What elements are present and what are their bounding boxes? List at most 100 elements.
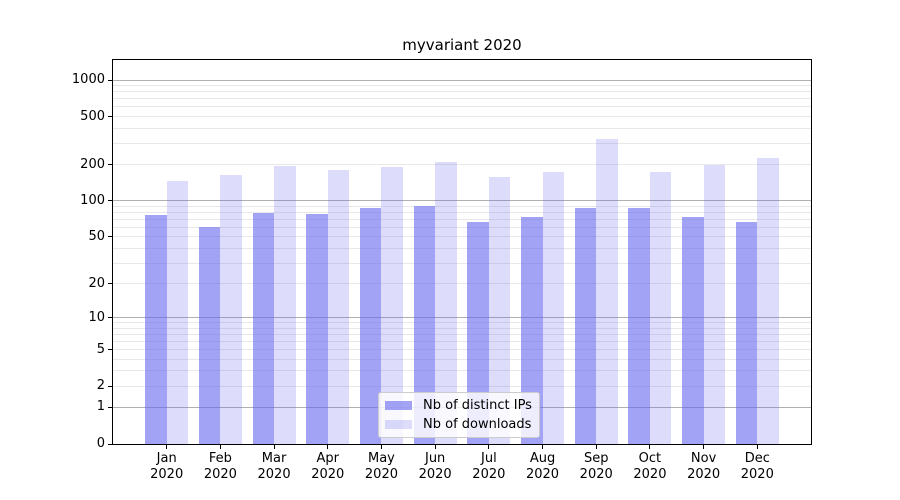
gridline-minor bbox=[113, 327, 811, 329]
bar-sep-downloads bbox=[596, 138, 618, 444]
bar-sep-distinct-ips bbox=[574, 208, 597, 444]
x-tick-mark bbox=[649, 445, 651, 449]
x-tick-label: Nov 2020 bbox=[672, 451, 736, 483]
bar-nov-downloads bbox=[703, 165, 726, 444]
x-tick-month: Aug bbox=[529, 451, 556, 466]
bar-may-distinct-ips bbox=[359, 207, 382, 444]
bar-feb-distinct-ips bbox=[198, 227, 221, 444]
y-tick-mark bbox=[108, 200, 113, 202]
x-tick-month: May bbox=[368, 451, 395, 466]
y-tick-mark bbox=[108, 116, 113, 118]
x-tick-label: Jun 2020 bbox=[403, 451, 467, 483]
gridline-minor bbox=[113, 385, 811, 387]
x-tick-mark bbox=[219, 445, 221, 449]
legend-swatch-distinct-ips bbox=[385, 401, 412, 410]
x-tick-mark bbox=[273, 445, 275, 449]
y-tick-label: 20 bbox=[88, 275, 105, 291]
x-tick-mark bbox=[488, 445, 490, 449]
gridline-minor bbox=[113, 262, 811, 264]
y-tick-mark bbox=[108, 443, 113, 445]
x-tick-year: 2020 bbox=[203, 467, 237, 482]
gridline-minor bbox=[113, 116, 811, 118]
x-tick-label: Oct 2020 bbox=[618, 451, 682, 483]
x-tick-mark bbox=[380, 445, 382, 449]
x-tick-month: Jan bbox=[156, 451, 177, 466]
y-tick-mark bbox=[108, 406, 113, 408]
bar-mar-downloads bbox=[274, 165, 296, 444]
gridline-major bbox=[113, 200, 811, 202]
x-tick-month: Apr bbox=[316, 451, 340, 466]
legend-row: Nb of downloads bbox=[385, 417, 532, 432]
x-tick-year: 2020 bbox=[418, 467, 452, 482]
gridline-minor bbox=[113, 205, 811, 207]
x-tick-mark bbox=[703, 445, 705, 449]
x-tick-month: Sep bbox=[583, 451, 609, 466]
y-tick-label: 2 bbox=[96, 378, 105, 394]
x-tick-mark bbox=[542, 445, 544, 449]
y-tick-mark bbox=[108, 317, 113, 319]
x-tick-month: Feb bbox=[208, 451, 232, 466]
x-tick-year: 2020 bbox=[311, 467, 345, 482]
legend-swatch-downloads bbox=[385, 420, 412, 429]
x-tick-label: Mar 2020 bbox=[242, 451, 306, 483]
x-tick-label: Aug 2020 bbox=[511, 451, 575, 483]
gridline-minor bbox=[113, 91, 811, 93]
y-tick-label: 0 bbox=[96, 436, 105, 451]
x-tick-year: 2020 bbox=[687, 467, 721, 482]
x-tick-mark bbox=[595, 445, 597, 449]
bar-dec-downloads bbox=[757, 157, 779, 444]
x-tick-label: Sep 2020 bbox=[564, 451, 628, 483]
bar-may-downloads bbox=[381, 166, 403, 444]
y-tick-mark bbox=[108, 164, 113, 166]
gridline-minor bbox=[113, 358, 811, 360]
x-tick-label: Jul 2020 bbox=[457, 451, 521, 483]
x-tick-label: May 2020 bbox=[349, 451, 413, 483]
x-tick-year: 2020 bbox=[633, 467, 667, 482]
y-tick-mark bbox=[108, 283, 113, 285]
y-tick-label: 5 bbox=[96, 341, 105, 357]
gridline-minor bbox=[113, 349, 811, 351]
chart-title: myvariant 2020 bbox=[402, 36, 522, 54]
bar-oct-distinct-ips bbox=[628, 207, 650, 444]
gridline-minor bbox=[113, 127, 811, 129]
x-tick-year: 2020 bbox=[257, 467, 291, 482]
bar-aug-distinct-ips bbox=[521, 216, 543, 444]
gridline-major bbox=[113, 79, 811, 81]
legend-row: Nb of distinct IPs bbox=[385, 398, 532, 413]
x-tick-month: Jul bbox=[481, 451, 497, 466]
plot-area bbox=[112, 59, 812, 445]
x-tick-year: 2020 bbox=[364, 467, 398, 482]
x-tick-year: 2020 bbox=[579, 467, 613, 482]
y-tick-mark bbox=[108, 236, 113, 238]
x-tick-mark bbox=[756, 445, 758, 449]
y-tick-label: 50 bbox=[88, 228, 105, 244]
bar-jun-distinct-ips bbox=[413, 206, 436, 444]
legend-label: Nb of downloads bbox=[423, 417, 532, 432]
y-tick-label: 500 bbox=[80, 108, 105, 124]
bar-dec-distinct-ips bbox=[735, 221, 758, 444]
bar-jan-downloads bbox=[166, 181, 189, 444]
x-tick-month: Nov bbox=[690, 451, 717, 466]
gridline-minor bbox=[113, 333, 811, 335]
bar-nov-distinct-ips bbox=[682, 217, 704, 444]
gridline-minor bbox=[113, 106, 811, 108]
gridline-major bbox=[113, 317, 811, 319]
y-tick-label: 10 bbox=[88, 309, 105, 325]
gridline-minor bbox=[113, 142, 811, 144]
bar-oct-downloads bbox=[649, 171, 672, 444]
x-tick-year: 2020 bbox=[150, 467, 184, 482]
x-tick-month: Mar bbox=[261, 451, 287, 466]
y-tick-label: 100 bbox=[80, 192, 105, 208]
bar-jan-distinct-ips bbox=[145, 215, 167, 444]
x-tick-label: Dec 2020 bbox=[725, 451, 789, 483]
gridline-minor bbox=[113, 164, 811, 166]
gridline-minor bbox=[113, 212, 811, 213]
x-tick-label: Apr 2020 bbox=[296, 451, 360, 483]
gridline-minor bbox=[113, 322, 811, 324]
x-tick-mark bbox=[166, 445, 168, 449]
x-tick-mark bbox=[327, 445, 329, 449]
gridline-minor bbox=[113, 370, 811, 372]
gridline-minor bbox=[113, 247, 811, 249]
x-tick-month: Dec bbox=[744, 451, 770, 466]
